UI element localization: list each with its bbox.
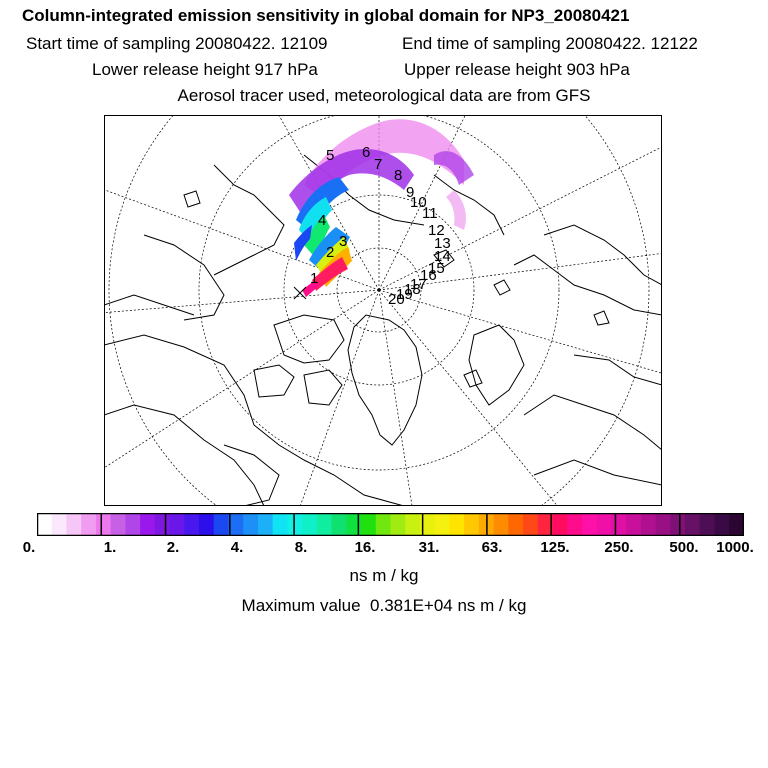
trajectory-label: 14 [434,248,451,265]
colorbar-cell [375,513,392,536]
colorbar-cell [626,513,642,536]
trajectory-label: 12 [428,222,445,239]
colorbar-cell [257,513,274,536]
trajectory-label: 9 [406,184,414,201]
colorbar-cell [685,513,701,536]
colorbar-cell [287,513,303,536]
trajectory-label: 20 [388,291,405,308]
colorbar-tick-label: 8. [294,539,308,556]
colorbar-cell [110,513,126,536]
coastlines [104,154,662,506]
colorbar-cell [331,513,347,536]
colorbar-cell [37,513,53,536]
trajectory-label: 8 [394,167,402,184]
maximum-value-label: Maximum value 0.381E+04 ns m / kg [241,596,527,615]
colorbar-cell [405,513,421,536]
release-point-marker [293,286,307,300]
upper-release-label: Upper release height 903 hPa [404,60,630,79]
colorbar-cell [316,513,333,536]
graticule [104,115,662,506]
trajectory-label: 3 [339,233,347,250]
trajectory-label: 17 [410,276,427,293]
colorbar-cell [125,513,141,536]
plot-title: Column-integrated emission sensitivity i… [22,6,630,25]
colorbar-cell [611,513,627,536]
colorbar-cell [537,513,554,536]
colorbar-tick-label: 1. [103,539,117,556]
colorbar-cell [552,513,568,536]
colorbar-cell [508,513,524,536]
trajectory-label: 2 [326,244,334,261]
colorbar-cell [302,513,318,536]
start-time-label: Start time of sampling 20080422. 12109 [26,34,328,53]
colorbar-cell [699,513,716,536]
end-time-label: End time of sampling 20080422. 12122 [402,34,698,53]
sensitivity-plume [289,119,474,297]
trajectory-label: 10 [410,194,427,211]
trajectory-label: 7 [374,156,382,173]
colorbar-cell [596,513,613,536]
colorbar-cell [419,513,436,536]
colorbar-cell [523,513,539,536]
colorbar [37,513,744,536]
trajectory-label: 16 [420,267,437,284]
colorbar-tick-label: 0. [22,539,36,556]
colorbar-cell [464,513,480,536]
colorbar-cell [169,513,185,536]
trajectory-labels: 1 2 3 4 5 6 7 8 9 10 11 12 13 14 15 16 1… [310,144,451,308]
colorbar-cell [140,513,156,536]
trajectory-label: 19 [396,286,413,303]
colorbar-cell [66,513,82,536]
colorbar-tick-label: 500. [669,539,699,556]
colorbar-cell [655,513,671,536]
colorbar-cell [272,513,288,536]
colorbar-tick-label: 63. [481,539,503,556]
trajectory-label: 13 [434,235,451,252]
colorbar-cell [434,513,451,536]
colorbar-cell [213,513,230,536]
colorbar-cell [567,513,583,536]
colorbar-cell [390,513,406,536]
colorbar-cell [243,513,259,536]
colorbar-tick-label: 1000. [716,539,754,556]
trajectory-label: 6 [362,144,370,161]
trajectory-label: 1 [310,270,318,287]
colorbar-cell [184,513,200,536]
colorbar-cell [346,513,362,536]
trajectory-label: 4 [318,212,326,229]
trajectory-label: 5 [326,147,334,164]
colorbar-cell [361,513,377,536]
colorbar-tick-label: 4. [230,539,244,556]
colorbar-cell [640,513,657,536]
lower-release-label: Lower release height 917 hPa [92,60,318,79]
colorbar-cell [449,513,465,536]
colorbar-unit-label: ns m / kg [349,566,419,585]
colorbar-cell [493,513,509,536]
colorbar-tick-label: 16. [354,539,376,556]
trajectory-label: 11 [422,205,438,222]
trajectory-label: 15 [428,260,445,277]
colorbar-cell [81,513,97,536]
colorbar-cell [51,513,68,536]
colorbar-tick-label: 250. [604,539,634,556]
colorbar-cell [154,513,171,536]
polar-map: 1 2 3 4 5 6 7 8 9 10 11 12 13 14 15 16 1… [104,115,662,506]
colorbar-cell [670,513,686,536]
colorbar-cell [714,513,730,536]
tracer-note: Aerosol tracer used, meteorological data… [177,86,591,105]
colorbar-tick-label: 125. [540,539,570,556]
colorbar-tick-label: 31. [418,539,440,556]
colorbar-cell [581,513,598,536]
colorbar-cell [729,513,744,536]
colorbar-cell [199,513,215,536]
colorbar-tick-label: 2. [166,539,180,556]
colorbar-cell [228,513,244,536]
trajectory-label: 18 [404,281,421,298]
colorbar-cell [95,513,112,536]
